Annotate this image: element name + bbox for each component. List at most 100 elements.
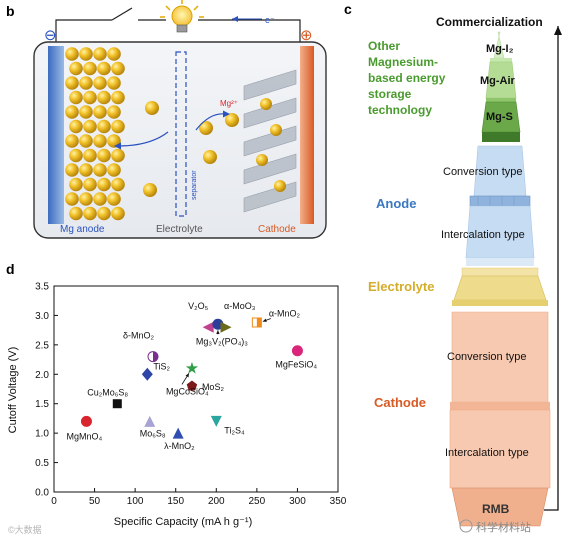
anode-mg-atom xyxy=(97,148,111,163)
electrolyte-section-label: Electrolyte xyxy=(368,279,434,294)
mg-ion xyxy=(203,150,217,164)
data-point xyxy=(112,399,122,409)
mg-ion xyxy=(143,183,157,197)
anode-mg-atom xyxy=(65,192,79,206)
separator xyxy=(175,51,187,217)
anode-mg-atom xyxy=(93,134,107,148)
anode-mg-atom xyxy=(107,76,121,90)
anode-mg-atom xyxy=(111,206,125,221)
panel-b: b e⁻ ⊖ ⊕ xyxy=(6,0,327,239)
cathode-section-label: Cathode xyxy=(374,395,426,410)
anode-mg-atom xyxy=(79,163,93,177)
point-labels: MgMnO₄ Cu₂Mo₆S₈ Mo₆S₈ λ-MnO₂ TiS₂ δ-MnO₂ MgCoS… xyxy=(66,301,317,451)
data-points xyxy=(80,317,303,439)
y-tick-label: 1.0 xyxy=(35,429,49,440)
anode-mg-atom xyxy=(107,163,121,177)
anode-mg-atom xyxy=(97,206,111,221)
anode-mg-atom xyxy=(111,177,125,192)
data-point xyxy=(186,380,198,391)
anode-mg-atom xyxy=(107,105,121,119)
other-title-line: Other xyxy=(368,39,400,53)
anode-section-label: Anode xyxy=(376,196,416,211)
lightbulb-icon xyxy=(160,0,204,33)
anode-mg-atom xyxy=(65,163,79,177)
anode-mg-atom xyxy=(111,61,125,76)
commercialization-label: Commercialization xyxy=(436,15,543,29)
mg-s-label: Mg-S xyxy=(486,111,513,123)
anode-mg-atom xyxy=(65,134,79,148)
anode-mg-atom xyxy=(65,47,79,61)
plot-frame xyxy=(53,285,339,493)
y-tick-label: 1.5 xyxy=(35,399,49,410)
y-tick-label: 0.5 xyxy=(35,458,49,469)
anode-mg-atom xyxy=(93,47,107,61)
anode-mg-atom xyxy=(83,206,97,221)
progress-arrow xyxy=(544,26,559,511)
mg-ion xyxy=(199,121,213,135)
other-title-line: technology xyxy=(368,103,432,117)
watermark-left: ©大数据 xyxy=(8,524,42,535)
cathode-layered-host xyxy=(243,69,297,213)
anode-mg-atom xyxy=(69,90,83,105)
tower-anode-section: Anode Conversion type Intercalation type xyxy=(376,145,535,266)
tower-mg-technologies: Mg-I₂ Mg-Air Mg-S xyxy=(480,31,521,142)
anode-mg-atom xyxy=(65,76,79,90)
anode-mg-atom xyxy=(111,148,125,163)
y-axis-label: Cutoff Voltage (V) xyxy=(7,347,19,434)
mg-anode-plate xyxy=(48,46,64,224)
other-mg-technology-title: Other Magnesium- based energy storage te… xyxy=(368,39,446,117)
anode-mg-atom xyxy=(93,105,107,119)
point-label: MoS₂ xyxy=(202,382,225,392)
mg-ion xyxy=(225,113,239,127)
anode-mg-atom xyxy=(93,192,107,206)
y-tick-label: 2.5 xyxy=(35,340,49,351)
data-point xyxy=(80,415,92,427)
other-title-line: storage xyxy=(368,87,412,101)
x-tick-label: 200 xyxy=(208,496,225,507)
panel-b-label: b xyxy=(6,3,15,19)
negative-terminal-icon: ⊖ xyxy=(44,27,57,44)
data-point xyxy=(141,367,153,381)
mg-ion xyxy=(145,101,159,115)
anode-mg-atom xyxy=(69,61,83,76)
x-tick-label: 50 xyxy=(89,496,101,507)
anode-mg-atom xyxy=(107,192,121,206)
y-tick-label: 3.0 xyxy=(35,311,49,322)
other-title-line: based energy xyxy=(368,71,446,85)
anode-mg-atom xyxy=(97,119,111,134)
panel-d-label: d xyxy=(6,261,15,277)
anode-mg-atom xyxy=(107,47,121,61)
electron-label: e⁻ xyxy=(265,15,275,25)
point-label: V₂O₅ xyxy=(188,301,208,311)
anode-conversion-label: Conversion type xyxy=(443,166,523,178)
point-label: MgMnO₄ xyxy=(66,431,102,441)
anode-mg-atom xyxy=(79,105,93,119)
anode-mg-atom xyxy=(69,148,83,163)
anode-mg-atom xyxy=(69,177,83,192)
point-label: MgFeSiO₄ xyxy=(275,360,317,370)
separator-label: separator xyxy=(191,170,198,200)
anode-mg-atom xyxy=(83,148,97,163)
anode-mg-atom xyxy=(111,90,125,105)
x-tick-label: 0 xyxy=(51,496,57,507)
anode-mg-atom xyxy=(93,163,107,177)
panel-d: d 0 50 100 150 200 250 300 350 0.0 0.5 1.0 1.5 2.0 2… xyxy=(6,261,347,528)
data-point xyxy=(291,345,303,357)
point-label: Mg₃V₂(PO₄)₃ xyxy=(196,336,248,346)
y-tick-label: 0.0 xyxy=(35,488,49,499)
electrolyte-label: Electrolyte xyxy=(156,224,203,235)
point-label: MgCoSiO₄ xyxy=(166,386,209,396)
watermark-right-text: 科学材料站 xyxy=(476,520,531,534)
mg-anode-label: Mg anode xyxy=(60,224,105,235)
data-point xyxy=(172,427,184,439)
electron-flow-arrow: e⁻ xyxy=(232,15,275,25)
anode-intercalation-label: Intercalation type xyxy=(441,229,525,241)
cathode-intercalation-label: Intercalation type xyxy=(445,447,529,459)
wechat-icon xyxy=(459,519,473,533)
point-label: α-MnO₂ xyxy=(269,308,301,318)
positive-terminal-icon: ⊕ xyxy=(300,27,313,44)
anode-mg-atom xyxy=(69,206,83,221)
data-point xyxy=(210,415,222,427)
other-title-line: Magnesium- xyxy=(368,55,438,69)
